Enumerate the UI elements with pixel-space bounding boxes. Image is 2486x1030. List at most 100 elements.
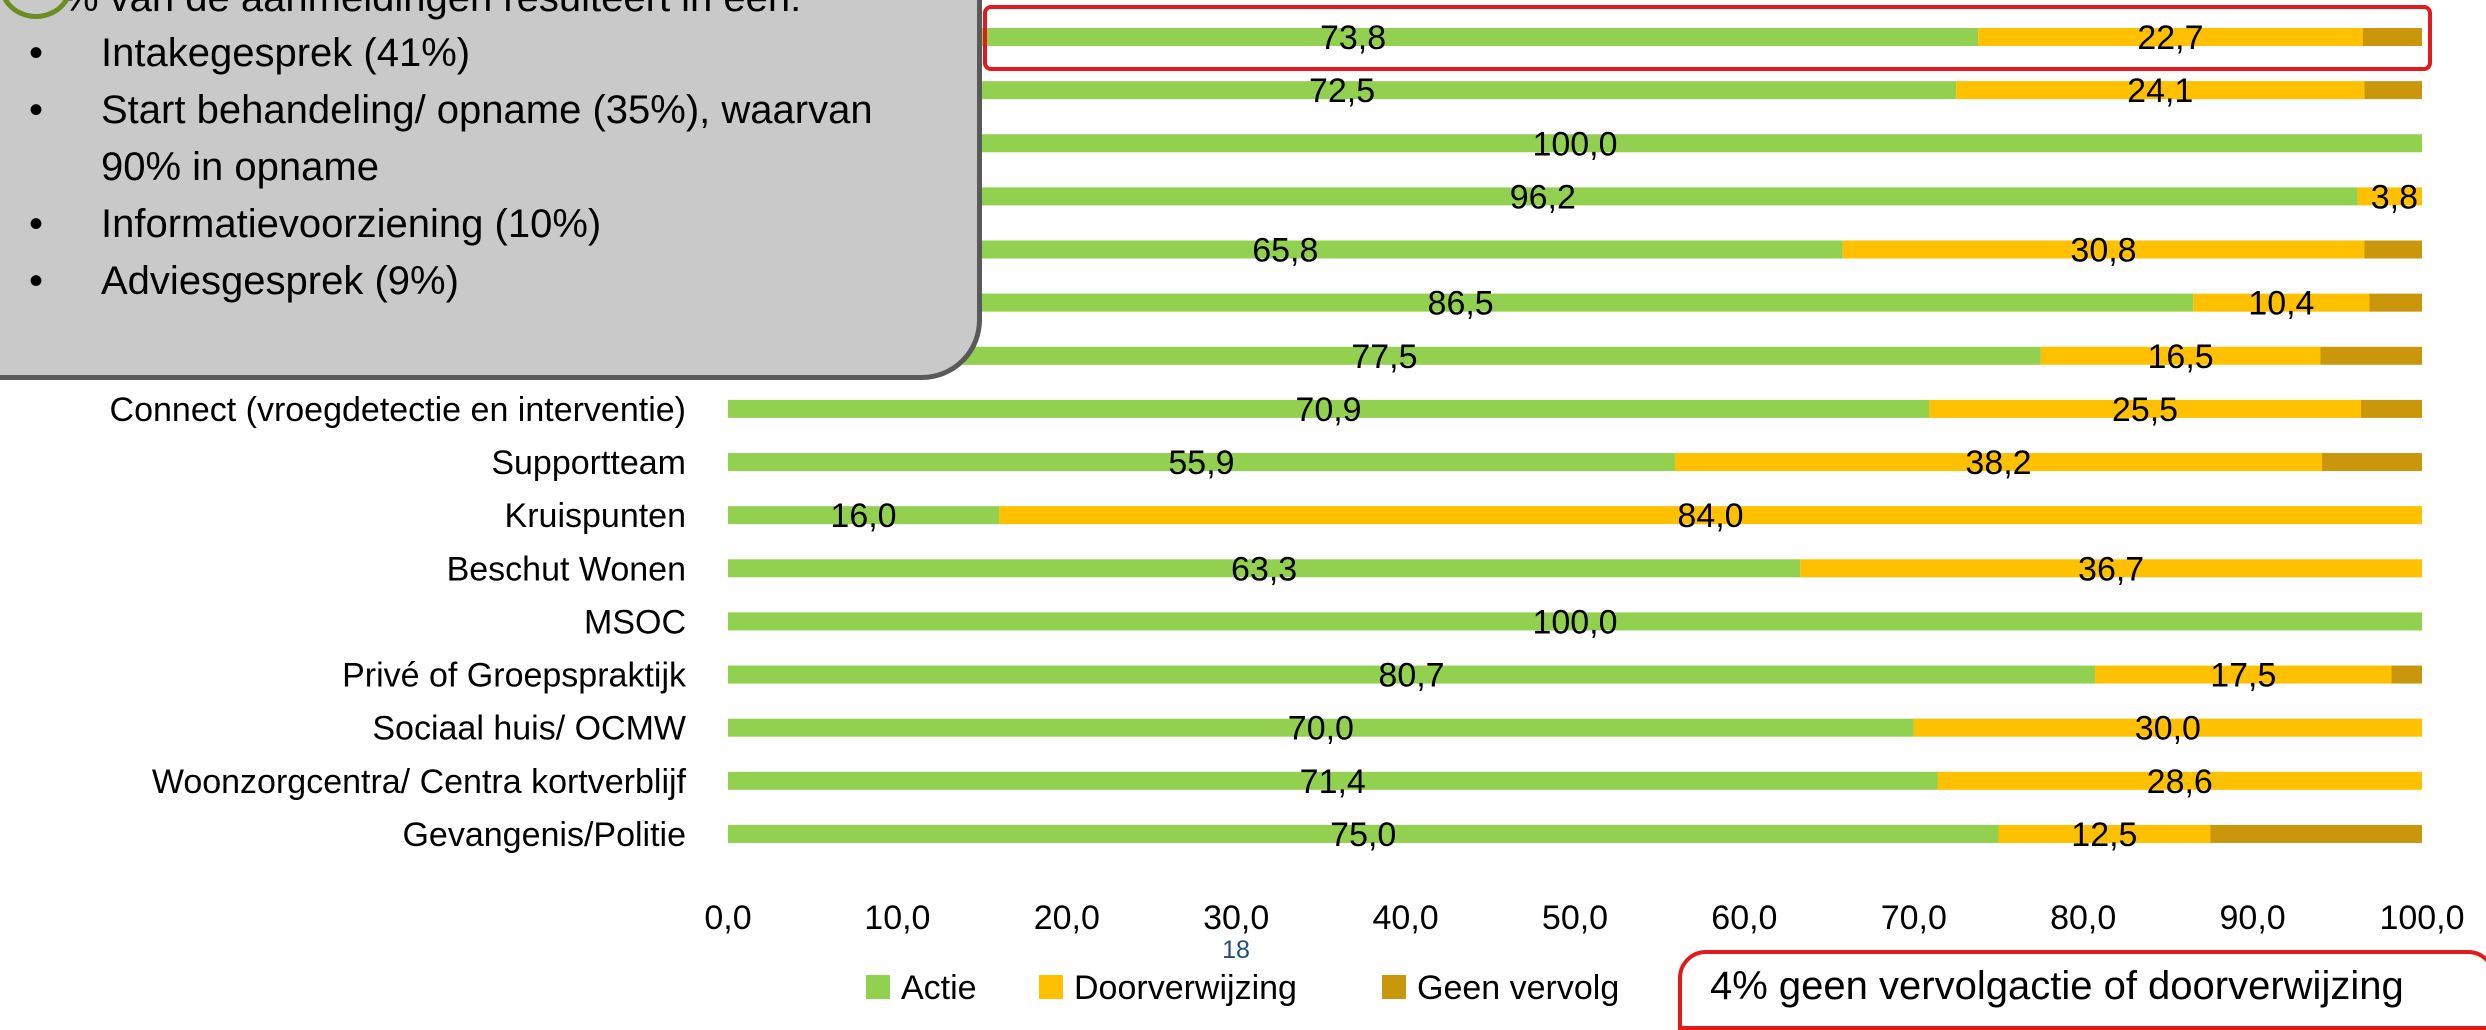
callout-list: Intakegesprek (41%) Start behandeling/ o… xyxy=(29,25,881,310)
category-label-row-11: MSOC xyxy=(584,603,686,641)
data-label-doorverwijzing-row-4: 30,8 xyxy=(2070,232,2136,270)
x-tick-label-3: 30,0 xyxy=(1203,899,1269,937)
bar-actie-row-3 xyxy=(728,187,2358,206)
category-label-row-10: Beschut Wonen xyxy=(447,550,686,588)
bar-geen-row-7 xyxy=(2361,399,2422,418)
bar-geen-row-0 xyxy=(2362,28,2422,46)
category-labels: Connect (vroegdetectie en interventie) Su… xyxy=(110,391,687,854)
x-tick-label-0: 0,0 xyxy=(704,899,751,937)
data-label-actie-row-15: 75,0 xyxy=(1330,816,1396,854)
callout-box: % van de aanmeldingen resulteert in een:… xyxy=(0,0,982,380)
data-label-actie-row-9: 16,0 xyxy=(830,497,896,535)
data-label-actie-row-8: 55,9 xyxy=(1168,444,1234,482)
category-label-row-12: Privé of Groepspraktijk xyxy=(342,657,687,695)
legend-swatch-doorverwijzing xyxy=(1039,975,1063,999)
bar-actie-row-6 xyxy=(728,346,2041,365)
legend-label-doorverwijzing: Doorverwijzing xyxy=(1074,969,1297,1007)
data-label-actie-row-2: 100,0 xyxy=(1532,125,1617,163)
data-label-doorverwijzing-row-7: 25,5 xyxy=(2112,391,2178,429)
bar-actie-row-10 xyxy=(728,559,1801,578)
page-number: 18 xyxy=(1222,936,1250,964)
bar-doorverwijzing-row-6 xyxy=(2040,346,2321,365)
x-tick-label-2: 20,0 xyxy=(1034,899,1100,937)
bar-doorverwijzing-row-10 xyxy=(1800,559,2422,578)
x-tick-label-9: 90,0 xyxy=(2220,899,2286,937)
bar-geen-row-12 xyxy=(2391,665,2422,684)
bar-actie-row-0 xyxy=(728,28,1979,46)
x-tick-label-10: 100,0 xyxy=(2379,899,2464,937)
data-label-doorverwijzing-row-12: 17,5 xyxy=(2210,657,2276,695)
category-label-row-8: Supportteam xyxy=(491,444,686,482)
data-label-actie-row-14: 71,4 xyxy=(1300,763,1366,801)
legend: Actie Doorverwijzing Geen vervolg xyxy=(866,969,1619,1007)
data-labels: 73,8 22,7 72,5 24,1 100,0 96,2 3,8 65,8 30,8 86,5… xyxy=(830,19,2418,854)
data-label-actie-row-5: 86,5 xyxy=(1428,285,1494,323)
bar-actie-row-15 xyxy=(728,824,1999,843)
data-label-doorverwijzing-row-6: 16,5 xyxy=(2148,338,2214,376)
legend-swatch-geen xyxy=(1382,975,1406,999)
x-tick-label-6: 60,0 xyxy=(1711,899,1777,937)
bar-geen-row-15 xyxy=(2210,824,2422,843)
data-label-actie-row-12: 80,7 xyxy=(1378,657,1444,695)
callout-item-informatie: Informatievoorziening (10%) xyxy=(29,196,881,253)
bar-doorverwijzing-row-15 xyxy=(1998,824,2211,843)
bar-doorverwijzing-row-13 xyxy=(1913,718,2422,737)
bar-doorverwijzing-row-5 xyxy=(2193,293,2370,312)
legend-label-actie: Actie xyxy=(901,969,977,1007)
data-label-doorverwijzing-row-10: 36,7 xyxy=(2078,550,2144,588)
data-label-actie-row-0: 73,8 xyxy=(1320,19,1386,57)
x-tick-label-8: 80,0 xyxy=(2050,899,2116,937)
bar-actie-row-8 xyxy=(728,453,1675,472)
legend-swatch-actie xyxy=(866,975,890,999)
bar-doorverwijzing-row-3 xyxy=(2357,187,2422,206)
data-label-doorverwijzing-row-9: 84,0 xyxy=(1677,497,1743,535)
bar-doorverwijzing-row-0 xyxy=(1978,28,2363,46)
callout-item-intake: Intakegesprek (41%) xyxy=(29,25,881,82)
bar-actie-row-14 xyxy=(728,771,1938,790)
bar-actie-row-1 xyxy=(728,81,1957,100)
callout-item-advies: Adviesgesprek (9%) xyxy=(29,253,881,310)
callout-heading: % van de aanmeldingen resulteert in een: xyxy=(63,0,801,21)
bar-actie-row-2 xyxy=(728,134,2422,153)
callout-item-behandeling: Start behandeling/ opname (35%), waarvan… xyxy=(29,82,881,196)
data-label-doorverwijzing-row-15: 12,5 xyxy=(2071,816,2137,854)
bar-geen-row-6 xyxy=(2320,346,2422,365)
bar-doorverwijzing-row-8 xyxy=(1674,453,2323,472)
data-label-actie-row-7: 70,9 xyxy=(1295,391,1361,429)
bar-actie-row-4 xyxy=(728,240,1843,259)
x-tick-label-1: 10,0 xyxy=(864,899,930,937)
x-tick-label-7: 70,0 xyxy=(1881,899,1947,937)
bar-actie-row-11 xyxy=(728,612,2422,631)
data-label-doorverwijzing-row-14: 28,6 xyxy=(2147,763,2213,801)
x-axis: 0,0 10,0 20,0 30,0 40,0 50,0 60,0 70,0 80,0 90,0 1… xyxy=(704,899,2464,937)
bars-group xyxy=(728,28,2422,843)
bar-actie-row-13 xyxy=(728,718,1914,737)
data-label-actie-row-6: 77,5 xyxy=(1351,338,1417,376)
note-text: 4% geen vervolgactie of doorverwijzing xyxy=(1710,964,2404,1008)
legend-label-geen: Geen vervolg xyxy=(1417,969,1619,1007)
bar-doorverwijzing-row-1 xyxy=(1956,81,2365,100)
data-label-doorverwijzing-row-0: 22,7 xyxy=(2137,19,2203,57)
x-tick-label-5: 50,0 xyxy=(1542,899,1608,937)
data-label-actie-row-11: 100,0 xyxy=(1532,603,1617,641)
data-label-actie-row-10: 63,3 xyxy=(1231,550,1297,588)
bar-geen-row-8 xyxy=(2322,453,2422,472)
bar-geen-row-1 xyxy=(2364,81,2422,100)
bar-doorverwijzing-row-14 xyxy=(1937,771,2422,790)
data-label-actie-row-13: 70,0 xyxy=(1288,710,1354,748)
bar-doorverwijzing-row-7 xyxy=(1929,399,2362,418)
data-label-doorverwijzing-row-3: 3,8 xyxy=(2371,178,2418,216)
data-label-actie-row-1: 72,5 xyxy=(1309,72,1375,110)
highlight-box xyxy=(983,5,2432,71)
category-label-row-7: Connect (vroegdetectie en interventie) xyxy=(110,391,686,429)
bar-actie-row-5 xyxy=(728,293,2194,312)
bar-geen-row-4 xyxy=(2364,240,2422,259)
bar-doorverwijzing-row-9 xyxy=(999,506,2422,525)
bar-geen-row-5 xyxy=(2369,293,2422,312)
category-label-row-15: Gevangenis/Politie xyxy=(402,816,686,854)
category-label-row-14: Woonzorgcentra/ Centra kortverblijf xyxy=(152,763,687,801)
bar-doorverwijzing-row-4 xyxy=(1842,240,2365,259)
x-tick-label-4: 40,0 xyxy=(1373,899,1439,937)
bar-actie-row-7 xyxy=(728,399,1930,418)
